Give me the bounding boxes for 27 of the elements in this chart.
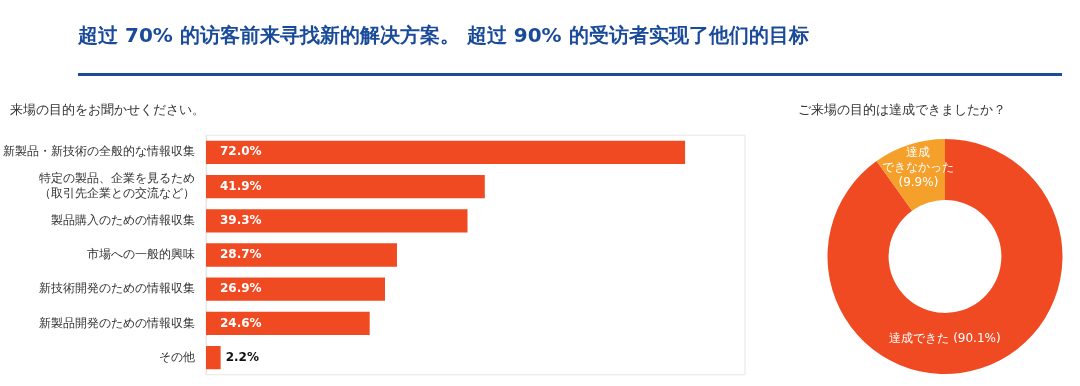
data-label: 28.7% [220,247,262,262]
data-label: 41.9% [220,178,262,193]
bar [206,311,370,336]
bar [206,140,686,164]
y-tick-label: 特定の製品、企業を見るため（取引先企業との交流など） [39,171,195,200]
chart-subtitle: 来場の目的をお聞かせください。 [10,101,205,119]
data-label: (9.9%) [898,174,939,189]
bar [206,209,468,233]
slice-label: 達成できた (90.1%) [889,331,1001,346]
chart-title: 超过 70% 的访客前来寻找新的解决方案。 超过 90% 的受访者实现了他们的目标 [78,22,809,49]
y-tick-label: 市場への一般的興味 [87,247,195,262]
data-label: 26.9% [220,281,262,296]
bar [206,243,397,267]
y-tick-label: 新製品開発のための情報収集 [39,315,195,330]
y-tick-label: 製品購入のための情報収集 [51,212,195,227]
y-tick-label: その他 [159,349,195,364]
y-tick-label: 新製品・新技術の全般的な情報収集 [3,144,195,159]
slice-label: 達成できなかった [882,144,955,174]
bar [206,277,385,301]
data-label: 72.0% [220,144,262,159]
data-label: 24.6% [220,315,262,330]
data-label: 39.3% [220,212,262,227]
bar [206,174,485,199]
bar [206,346,221,370]
data-label: 2.2% [225,349,259,364]
chart-title: ご来場の目的は達成できましたか？ [798,101,1006,119]
y-tick-label: 新技術開発のための情報収集 [39,281,195,296]
